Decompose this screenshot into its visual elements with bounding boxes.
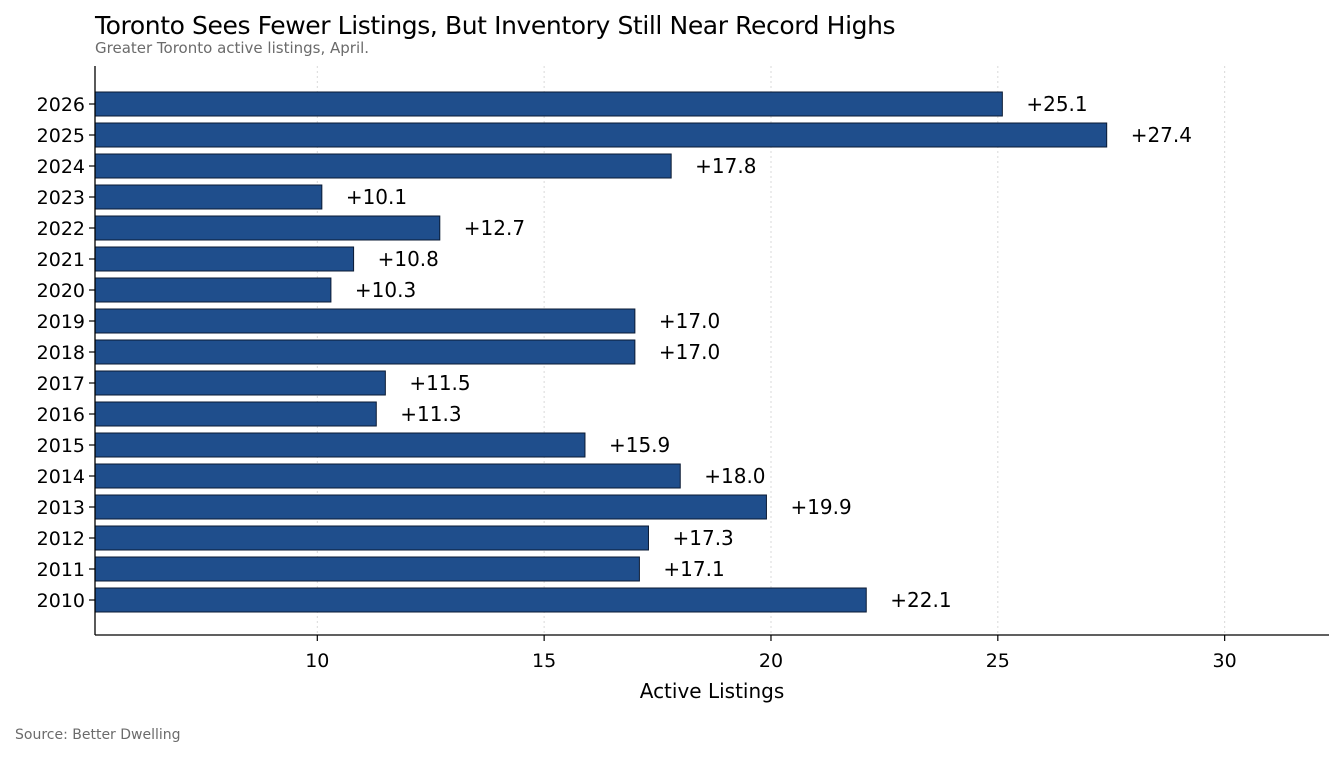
data-label-2017: +11.5 xyxy=(409,371,470,395)
y-tick-label-2026: 2026 xyxy=(37,94,85,116)
data-label-2022: +12.7 xyxy=(464,216,525,240)
y-tick-label-2011: 2011 xyxy=(37,559,85,581)
x-tick-label: 20 xyxy=(759,650,783,672)
y-tick-label-2015: 2015 xyxy=(37,435,85,457)
bar-2026 xyxy=(94,91,1003,117)
y-tick-label-2013: 2013 xyxy=(37,497,85,519)
data-label-2014: +18.0 xyxy=(704,464,765,488)
data-label-2019: +17.0 xyxy=(659,309,720,333)
bar-2014 xyxy=(94,463,681,489)
bar-2024 xyxy=(94,153,672,179)
bar-2012 xyxy=(94,525,649,551)
data-label-2018: +17.0 xyxy=(659,340,720,364)
y-tick-label-2010: 2010 xyxy=(37,590,85,612)
data-label-2024: +17.8 xyxy=(695,154,756,178)
bars xyxy=(94,91,1108,613)
bar-2016 xyxy=(94,401,377,427)
y-tick-label-2020: 2020 xyxy=(37,280,85,302)
bar-2018 xyxy=(94,339,636,365)
y-tick-label-2021: 2021 xyxy=(37,249,85,271)
y-tick-label-2024: 2024 xyxy=(37,156,85,178)
source-note: Source: Better Dwelling xyxy=(15,727,181,743)
chart-title: Toronto Sees Fewer Listings, But Invento… xyxy=(95,11,896,40)
y-tick-label-2017: 2017 xyxy=(37,373,85,395)
y-tick-label-2018: 2018 xyxy=(37,342,85,364)
y-tick-label-2022: 2022 xyxy=(37,218,85,240)
data-label-2026: +25.1 xyxy=(1026,92,1087,116)
x-tick-label: 25 xyxy=(986,650,1010,672)
y-ticks: 2026 2025 2024 2023 2022 2021 2020 2019 2018 2017… xyxy=(37,94,95,612)
y-tick-label-2012: 2012 xyxy=(37,528,85,550)
bar-2021 xyxy=(94,246,355,272)
y-tick-label-2019: 2019 xyxy=(37,311,85,333)
bar-2023 xyxy=(94,184,323,210)
data-label-2011: +17.1 xyxy=(663,557,724,581)
data-label-2012: +17.3 xyxy=(672,526,733,550)
bar-2022 xyxy=(94,215,441,241)
bar-2020 xyxy=(94,277,332,303)
data-label-2023: +10.1 xyxy=(346,185,407,209)
bar-2017 xyxy=(94,370,386,396)
bar-2011 xyxy=(94,556,640,582)
x-tick-label: 10 xyxy=(305,650,329,672)
data-label-2015: +15.9 xyxy=(609,433,670,457)
x-tick-label: 15 xyxy=(532,650,556,672)
y-tick-label-2016: 2016 xyxy=(37,404,85,426)
data-label-2020: +10.3 xyxy=(355,278,416,302)
data-label-2016: +11.3 xyxy=(400,402,461,426)
data-label-2025: +27.4 xyxy=(1131,123,1192,147)
bar-2010 xyxy=(94,587,867,613)
bar-2013 xyxy=(94,494,767,520)
data-label-2010: +22.1 xyxy=(890,588,951,612)
y-tick-label-2025: 2025 xyxy=(37,125,85,147)
x-axis-label: Active Listings xyxy=(640,679,785,703)
data-label-2021: +10.8 xyxy=(378,247,439,271)
bar-2025 xyxy=(94,122,1108,148)
x-tick-label: 30 xyxy=(1213,650,1237,672)
y-tick-label-2023: 2023 xyxy=(37,187,85,209)
x-ticks: 10 15 20 25 30 xyxy=(305,635,1237,672)
bar-2019 xyxy=(94,308,636,334)
bar-2015 xyxy=(94,432,586,458)
data-label-2013: +19.9 xyxy=(790,495,851,519)
chart-subtitle: Greater Toronto active listings, April. xyxy=(95,39,370,57)
y-tick-label-2014: 2014 xyxy=(37,466,85,488)
axes xyxy=(94,66,1329,636)
data-labels: +25.1 +27.4 +17.8 +10.1 +12.7 +10.8 +10.3 +17.0… xyxy=(346,92,1192,612)
